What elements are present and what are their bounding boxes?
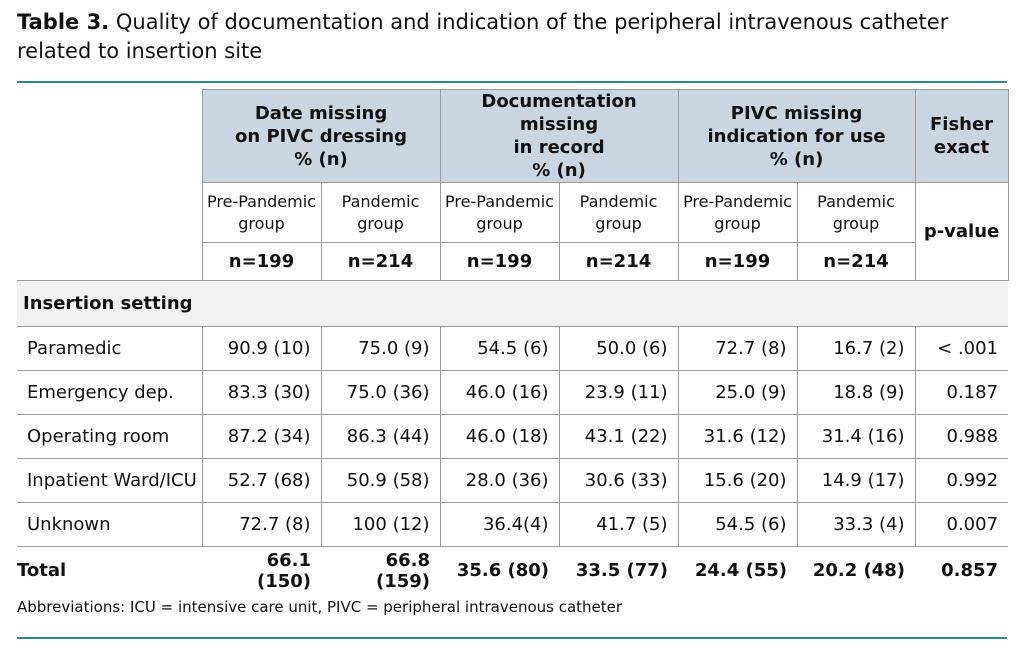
subgroup-header: Pre-Pandemic group	[677, 182, 798, 243]
footnote: Abbreviations: ICU = intensive care unit…	[17, 598, 623, 616]
bottom-rule	[17, 637, 1007, 639]
n-header: n=199	[677, 242, 798, 281]
cell: 87.2 (34)	[201, 414, 322, 459]
subgroup-header: Pandemic group	[796, 182, 916, 243]
cell: 72.7 (8)	[677, 326, 798, 371]
cell: 43.1 (22)	[558, 414, 679, 459]
data-row: Unknown 72.7 (8) 100 (12) 36.4(4) 41.7 (5) 54…	[17, 502, 1009, 547]
cell: 86.3 (44)	[320, 414, 441, 459]
data-row: Inpatient Ward/ICU 52.7 (68) 50.9 (58) 28.0…	[17, 458, 1009, 503]
blank-cell	[17, 90, 202, 281]
cell: 36.4(4)	[439, 502, 560, 547]
n-header: n=214	[558, 242, 679, 281]
cell: 54.5 (6)	[439, 326, 560, 371]
data-row: Emergency dep. 83.3 (30) 75.0 (36) 46.0 (16…	[17, 370, 1009, 415]
subgroup-header: Pandemic group	[320, 182, 441, 243]
header-row: Date missing on PIVC dressing % (n) Docum…	[17, 89, 1009, 183]
cell: 14.9 (17)	[796, 458, 916, 503]
data-row: Operating room 87.2 (34) 86.3 (44) 46.0 (18…	[17, 414, 1009, 459]
cell: 33.5 (77)	[559, 546, 679, 594]
group-header: Documentation missing in record % (n)	[439, 89, 679, 183]
subgroup-header: Pandemic group	[558, 182, 679, 243]
cell: 75.0 (9)	[320, 326, 441, 371]
data-row: Paramedic 90.9 (10) 75.0 (9) 54.5 (6) 50.0 (…	[17, 326, 1009, 371]
total-row: Total 66.1 (150) 66.8 (159) 35.6 (80) 33.5 (…	[17, 546, 1009, 594]
table: Date missing on PIVC dressing % (n) Docum…	[17, 89, 1009, 594]
cell: 0.007	[914, 502, 1009, 547]
group-header: Date missing on PIVC dressing % (n)	[201, 89, 441, 183]
cell: 18.8 (9)	[796, 370, 916, 415]
group-header: PIVC missing indication for use % (n)	[677, 89, 916, 183]
row-label: Unknown	[17, 502, 203, 547]
cell: 20.2 (48)	[797, 546, 916, 594]
cell: 31.4 (16)	[796, 414, 916, 459]
table-caption: Quality of documentation and indication …	[17, 10, 949, 63]
cell: 28.0 (36)	[439, 458, 560, 503]
table-label: Table 3.	[17, 10, 110, 34]
cell: 50.0 (6)	[558, 326, 679, 371]
cell: 75.0 (36)	[320, 370, 441, 415]
cell: 0.992	[914, 458, 1009, 503]
cell: 35.6 (80)	[440, 546, 560, 594]
row-label: Emergency dep.	[17, 370, 203, 415]
cell: 33.3 (4)	[796, 502, 916, 547]
subheader-row: Pre-Pandemic group Pandemic group Pre-Pand…	[17, 182, 1009, 281]
cell: 24.4 (55)	[678, 546, 798, 594]
pvalue-header: p-value	[914, 182, 1009, 281]
cell: < .001	[914, 326, 1009, 371]
cell: 72.7 (8)	[201, 502, 322, 547]
cell: 100 (12)	[320, 502, 441, 547]
cell: 31.6 (12)	[677, 414, 798, 459]
cell: 0.187	[914, 370, 1009, 415]
cell: 52.7 (68)	[201, 458, 322, 503]
cell: 46.0 (16)	[439, 370, 560, 415]
section-label: Insertion setting	[17, 280, 1009, 327]
cell: 25.0 (9)	[677, 370, 798, 415]
n-header: n=199	[439, 242, 560, 281]
cell: 41.7 (5)	[558, 502, 679, 547]
cell: 50.9 (58)	[320, 458, 441, 503]
cell: 15.6 (20)	[677, 458, 798, 503]
cell: 0.857	[915, 546, 1009, 594]
top-rule	[17, 81, 1007, 83]
cell: 54.5 (6)	[677, 502, 798, 547]
cell: 83.3 (30)	[201, 370, 322, 415]
subgroup-header: Pre-Pandemic group	[439, 182, 560, 243]
cell: 66.1 (150)	[202, 546, 321, 594]
cell: 66.8 (159)	[321, 546, 441, 594]
section-row: Insertion setting	[17, 280, 1009, 327]
n-header: n=214	[796, 242, 916, 281]
group-header: Fisher exact	[914, 89, 1009, 183]
n-header: n=199	[201, 242, 322, 281]
cell: 90.9 (10)	[201, 326, 322, 371]
cell: 0.988	[914, 414, 1009, 459]
n-header: n=214	[320, 242, 441, 281]
table-title: Table 3. Quality of documentation and in…	[17, 8, 1007, 66]
cell: 46.0 (18)	[439, 414, 560, 459]
n-row: n=199 n=214 n=199 n=214 n=199 n=214	[17, 242, 1008, 281]
row-label: Inpatient Ward/ICU	[17, 458, 203, 503]
row-label: Total	[17, 546, 202, 594]
row-label: Operating room	[17, 414, 203, 459]
cell: 16.7 (2)	[796, 326, 916, 371]
subgroup-header: Pre-Pandemic group	[201, 182, 322, 243]
cell: 30.6 (33)	[558, 458, 679, 503]
row-label: Paramedic	[17, 326, 203, 371]
cell: 23.9 (11)	[558, 370, 679, 415]
